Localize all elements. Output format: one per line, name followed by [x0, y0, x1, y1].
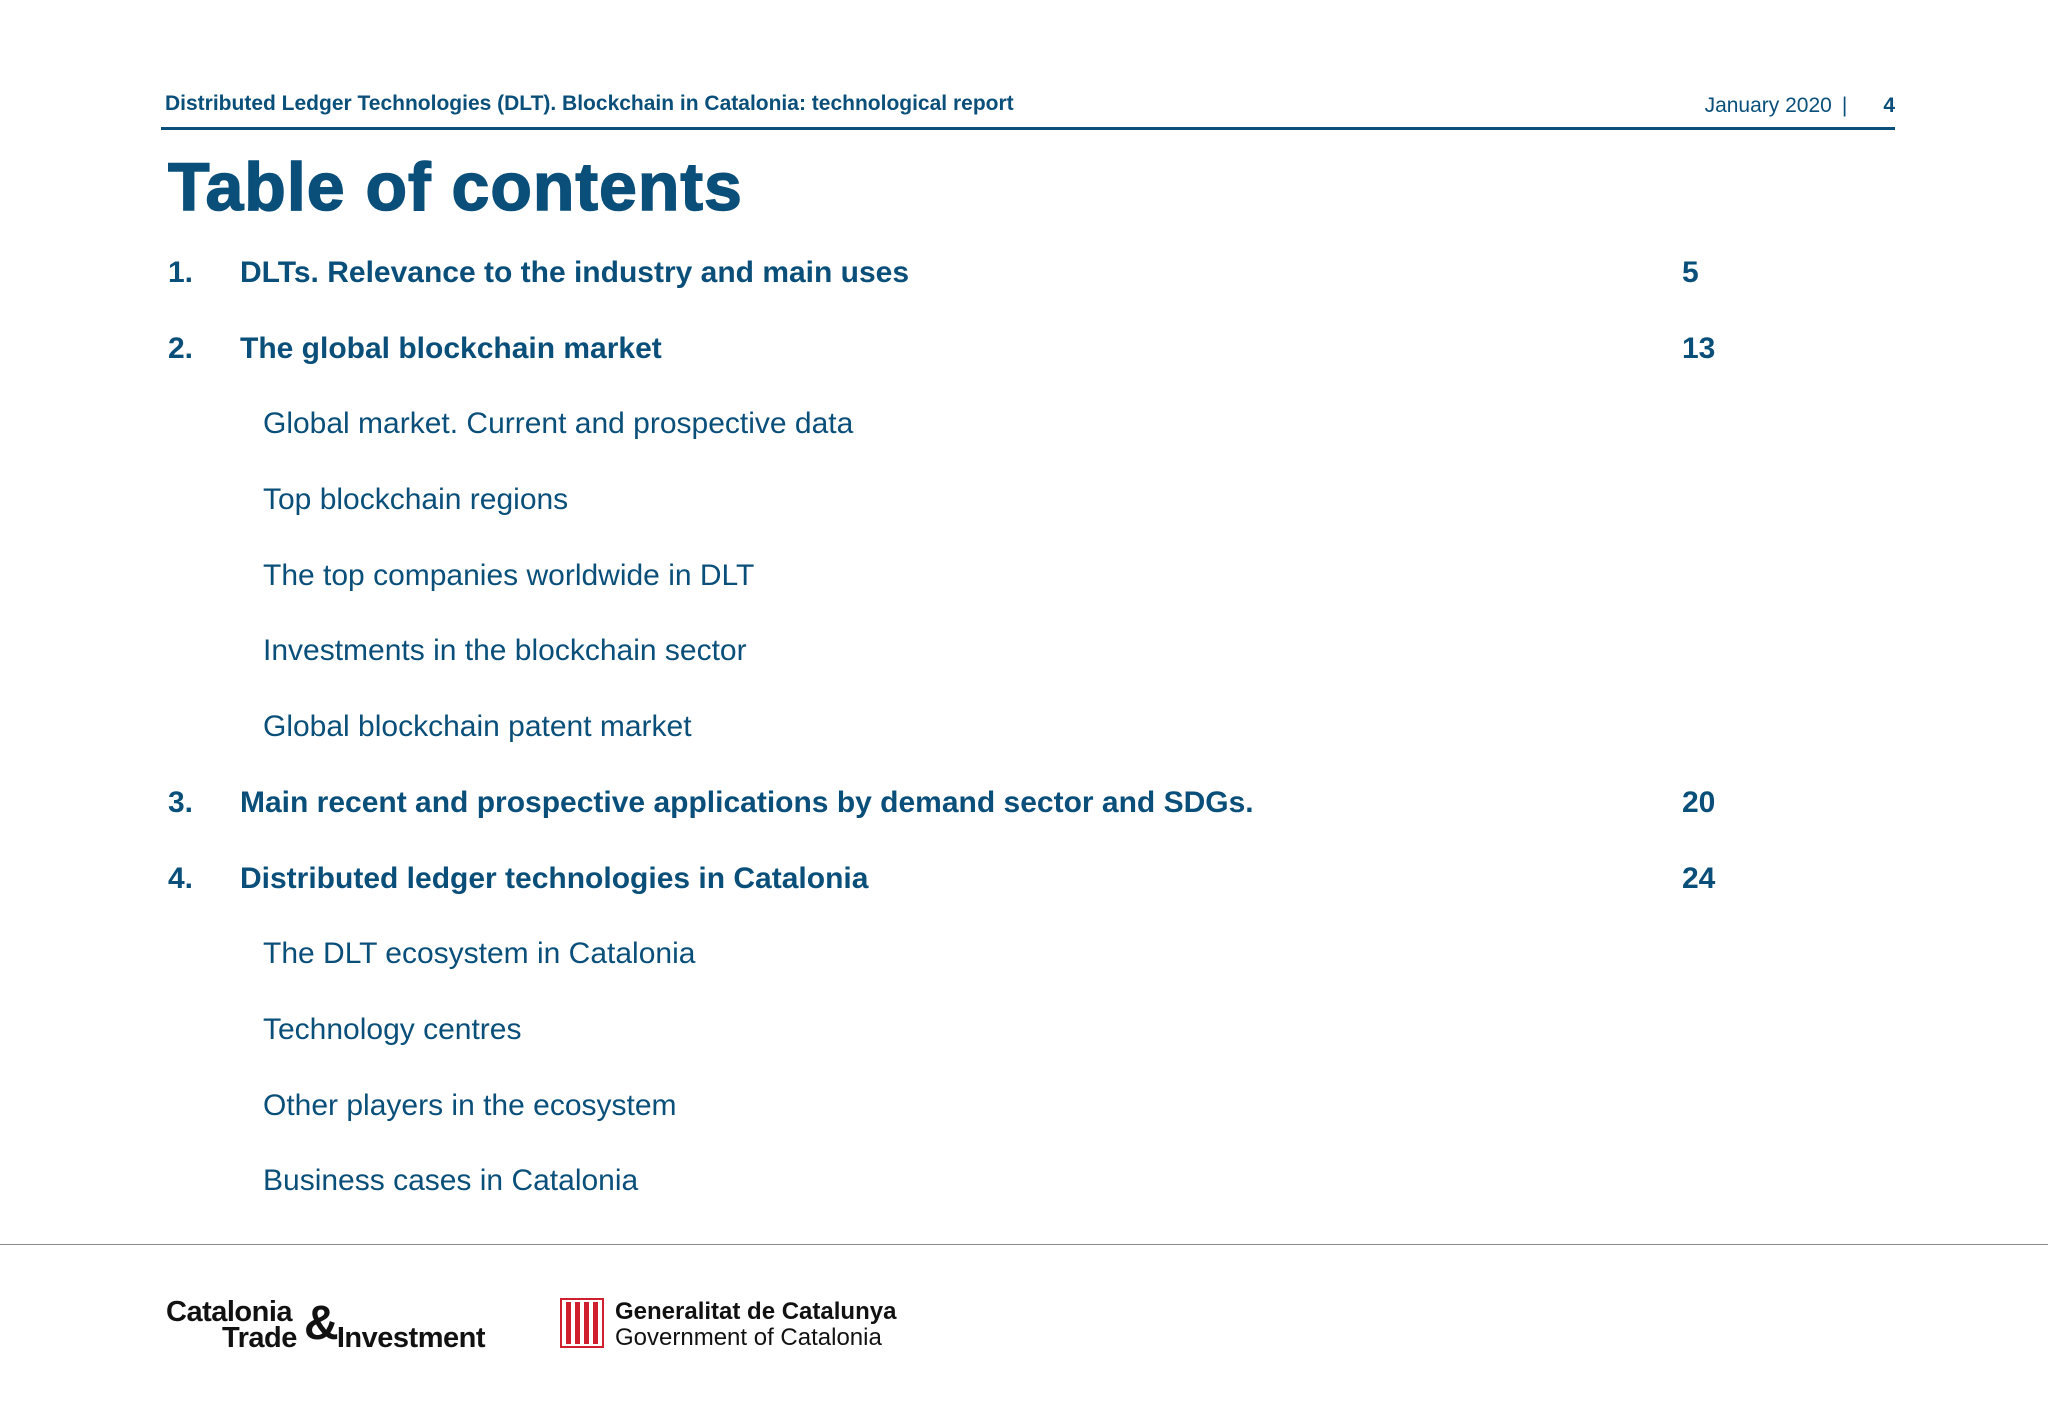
toc-entry-label: Distributed ledger technologies in Catal… — [240, 861, 869, 895]
toc-subentry[interactable]: Global blockchain patent market — [168, 707, 1728, 783]
header-rule — [161, 127, 1895, 130]
toc-subentry-label: Top blockchain regions — [263, 483, 569, 517]
toc-subentry[interactable]: Other players in the ecosystem — [168, 1086, 1728, 1162]
header-date: January 2020 — [1704, 94, 1832, 117]
toc-entry-3[interactable]: 3. Main recent and prospective applicati… — [168, 783, 1728, 859]
toc-subentry-label: The DLT ecosystem in Catalonia — [263, 937, 696, 971]
logo-cti-line1: Catalonia — [166, 1296, 293, 1328]
toc-entry-page: 24 — [1682, 861, 1716, 895]
header-title: Distributed Ledger Technologies (DLT). B… — [165, 92, 1014, 115]
toc-subentry-label: Global blockchain patent market — [263, 710, 692, 744]
toc-entry-number: 3. — [168, 785, 194, 819]
header-meta: January 2020 | 4 — [1705, 94, 1895, 118]
generalitat-subtitle: Government of Catalonia — [615, 1324, 882, 1351]
table-of-contents: 1. DLTs. Relevance to the industry and m… — [168, 253, 1728, 1237]
toc-subentry-label: Business cases in Catalonia — [263, 1164, 639, 1198]
toc-subentry-label: Other players in the ecosystem — [263, 1088, 677, 1122]
toc-entry-4[interactable]: 4. Distributed ledger technologies in Ca… — [168, 859, 1728, 935]
toc-subentry[interactable]: The DLT ecosystem in Catalonia — [168, 934, 1728, 1010]
toc-subentry[interactable]: Technology centres — [168, 1010, 1728, 1086]
toc-entry-number: 4. — [168, 861, 194, 895]
logo-cti-investment: Investment — [336, 1322, 486, 1354]
logo-cti-trade: Trade — [222, 1322, 297, 1354]
page-header: Distributed Ledger Technologies (DLT). B… — [163, 92, 1895, 128]
toc-subentry-label: The top companies worldwide in DLT — [263, 558, 755, 592]
toc-subentry[interactable]: Top blockchain regions — [168, 480, 1728, 556]
senyera-emblem-icon — [560, 1298, 604, 1348]
toc-subentry-label: Global market. Current and prospective d… — [263, 407, 854, 441]
toc-entry-label: DLTs. Relevance to the industry and main… — [240, 256, 910, 289]
toc-entry-page: 20 — [1682, 785, 1716, 819]
logo-cti-ampersand: & — [304, 1297, 339, 1350]
toc-entry-page: 13 — [1682, 331, 1716, 365]
footer-rule — [0, 1244, 2048, 1245]
toc-subentry[interactable]: Business cases in Catalonia — [168, 1161, 1728, 1237]
toc-entry-2[interactable]: 2. The global blockchain market 13 — [168, 329, 1728, 405]
generalitat-logo: Generalitat de Catalunya Government of C… — [560, 1298, 920, 1352]
header-separator: | — [1841, 94, 1848, 117]
toc-subentry-label: Technology centres — [263, 1012, 522, 1046]
page-title: Table of contents — [167, 148, 743, 226]
catalonia-trade-investment-logo: Catalonia & Trade Investment — [166, 1296, 511, 1354]
toc-entry-page: 5 — [1682, 256, 1699, 289]
toc-subentry-label: Investments in the blockchain sector — [263, 634, 747, 668]
toc-entry-1[interactable]: 1. DLTs. Relevance to the industry and m… — [168, 253, 1728, 329]
generalitat-name: Generalitat de Catalunya — [615, 1298, 897, 1325]
toc-entry-number: 2. — [168, 331, 194, 365]
toc-entry-label: Main recent and prospective applications… — [240, 785, 1254, 819]
toc-subentry[interactable]: The top companies worldwide in DLT — [168, 556, 1728, 632]
page-number: 4 — [1883, 94, 1895, 117]
toc-entry-number: 1. — [168, 256, 194, 289]
toc-entry-label: The global blockchain market — [240, 331, 662, 365]
toc-subentry[interactable]: Investments in the blockchain sector — [168, 631, 1728, 707]
logo-cti-line2: Trade Investment — [222, 1322, 485, 1355]
toc-subentry[interactable]: Global market. Current and prospective d… — [168, 404, 1728, 480]
